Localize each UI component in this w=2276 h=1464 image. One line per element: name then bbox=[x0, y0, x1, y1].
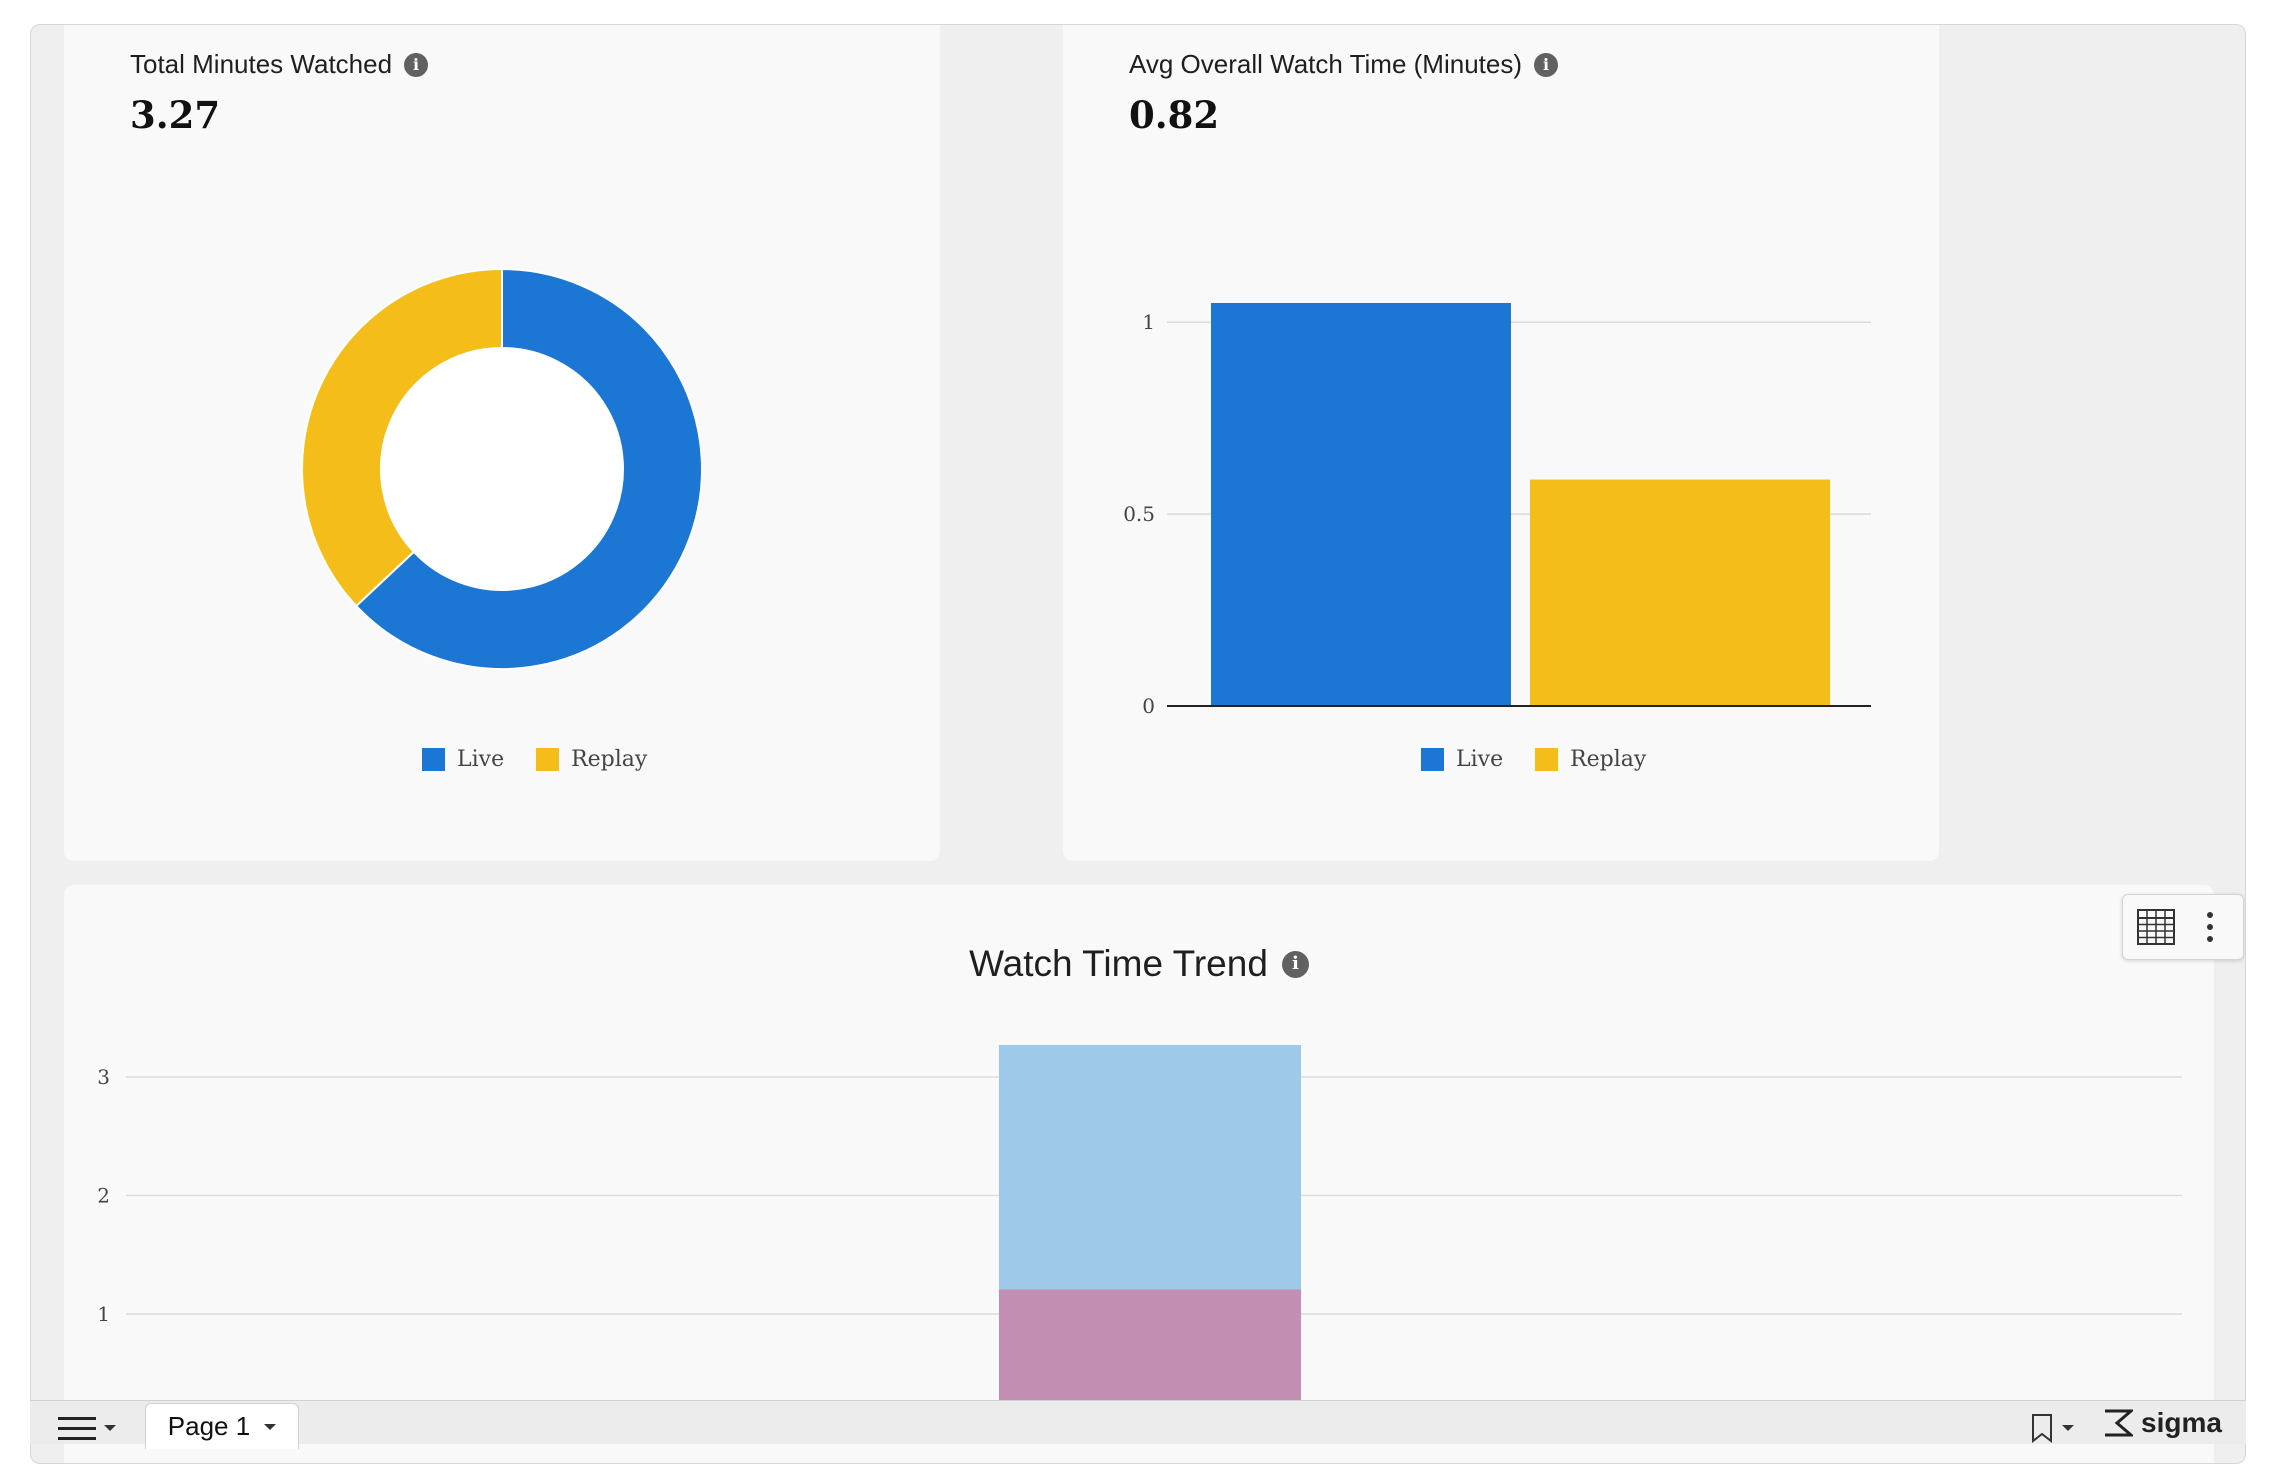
kebab-icon bbox=[2207, 912, 2213, 942]
page-menu-button[interactable] bbox=[58, 1415, 116, 1441]
chevron-down-icon bbox=[2062, 1425, 2074, 1431]
replay-swatch bbox=[1535, 748, 1559, 771]
total-minutes-panel[interactable]: Total Minutes Watched i 3.27 Live Replay bbox=[64, 25, 940, 861]
more-options-button[interactable] bbox=[2186, 903, 2234, 951]
total-minutes-value: 3.27 bbox=[130, 93, 221, 137]
legend-item-live[interactable]: Live bbox=[1421, 747, 1503, 772]
trend-title-row: Watch Time Trend i bbox=[64, 943, 2214, 985]
y-tick-label: 0 bbox=[1142, 694, 1155, 718]
view-table-button[interactable] bbox=[2132, 903, 2180, 951]
y-tick-label: 2 bbox=[97, 1184, 110, 1208]
legend-label-live: Live bbox=[457, 747, 505, 772]
bar-live bbox=[1211, 303, 1511, 706]
workbook-canvas: Total Minutes Watched i 3.27 Live Replay… bbox=[30, 24, 2246, 1464]
live-swatch bbox=[1421, 748, 1444, 771]
bar-legend: Live Replay bbox=[1421, 747, 1646, 772]
sigma-logo: sigma bbox=[2103, 1407, 2222, 1439]
hamburger-icon bbox=[58, 1417, 96, 1440]
watch-time-trend-panel[interactable]: Watch Time Trend i 1 2 3 bbox=[64, 885, 2214, 1463]
panel-title: Total Minutes Watched i bbox=[130, 49, 429, 80]
donut-slice-live bbox=[354, 267, 704, 670]
legend-label-live: Live bbox=[1456, 747, 1504, 772]
sigma-logo-icon bbox=[2105, 1409, 2133, 1437]
y-tick-label: 1 bbox=[97, 1302, 110, 1326]
panel-title: Avg Overall Watch Time (Minutes) i bbox=[1129, 49, 1558, 80]
chevron-down-icon bbox=[264, 1423, 277, 1430]
info-icon[interactable]: i bbox=[1281, 950, 1309, 978]
table-icon bbox=[2137, 909, 2175, 945]
total-minutes-title: Total Minutes Watched bbox=[130, 49, 393, 79]
legend-item-replay[interactable]: Replay bbox=[536, 747, 647, 772]
avg-watch-time-panel[interactable]: Avg Overall Watch Time (Minutes) i 0.82 … bbox=[1063, 25, 1939, 861]
chevron-down-icon bbox=[104, 1425, 116, 1431]
donut-chart bbox=[301, 267, 704, 670]
info-icon[interactable]: i bbox=[404, 52, 429, 77]
bookmark-icon bbox=[2032, 1414, 2052, 1443]
avg-watch-time-title: Avg Overall Watch Time (Minutes) bbox=[1129, 49, 1522, 79]
element-toolbar bbox=[2122, 894, 2244, 960]
replay-swatch bbox=[536, 748, 560, 771]
trend-title: Watch Time Trend bbox=[969, 943, 1268, 984]
avg-watch-time-value: 0.82 bbox=[1129, 93, 1220, 137]
bar-chart: 00.51 bbox=[1123, 303, 1871, 718]
y-tick-label: 0.5 bbox=[1123, 502, 1155, 526]
donut-slice-replay bbox=[301, 267, 503, 608]
bookmark-menu-button[interactable] bbox=[2030, 1413, 2074, 1443]
page-navigation-bar: Page 1 sigma bbox=[30, 1400, 2246, 1449]
donut-hole bbox=[382, 349, 622, 589]
legend-label-replay: Replay bbox=[571, 747, 648, 772]
legend-item-live[interactable]: Live bbox=[422, 747, 504, 772]
info-icon[interactable]: i bbox=[1534, 52, 1558, 77]
tab-page-1[interactable]: Page 1 bbox=[145, 1403, 299, 1449]
stacked-bar-segment-2 bbox=[999, 1045, 1301, 1290]
page-tab-label: Page 1 bbox=[167, 1411, 251, 1441]
live-swatch bbox=[422, 748, 445, 771]
y-tick-label: 3 bbox=[97, 1065, 110, 1089]
donut-legend: Live Replay bbox=[422, 747, 647, 772]
brand-name: sigma bbox=[2141, 1407, 2222, 1438]
legend-label-replay: Replay bbox=[1570, 747, 1647, 772]
bar-replay bbox=[1530, 479, 1830, 706]
legend-item-replay[interactable]: Replay bbox=[1535, 747, 1646, 772]
y-tick-label: 1 bbox=[1142, 310, 1155, 334]
stacked-bar-chart: 1 2 3 bbox=[97, 1045, 2182, 1433]
